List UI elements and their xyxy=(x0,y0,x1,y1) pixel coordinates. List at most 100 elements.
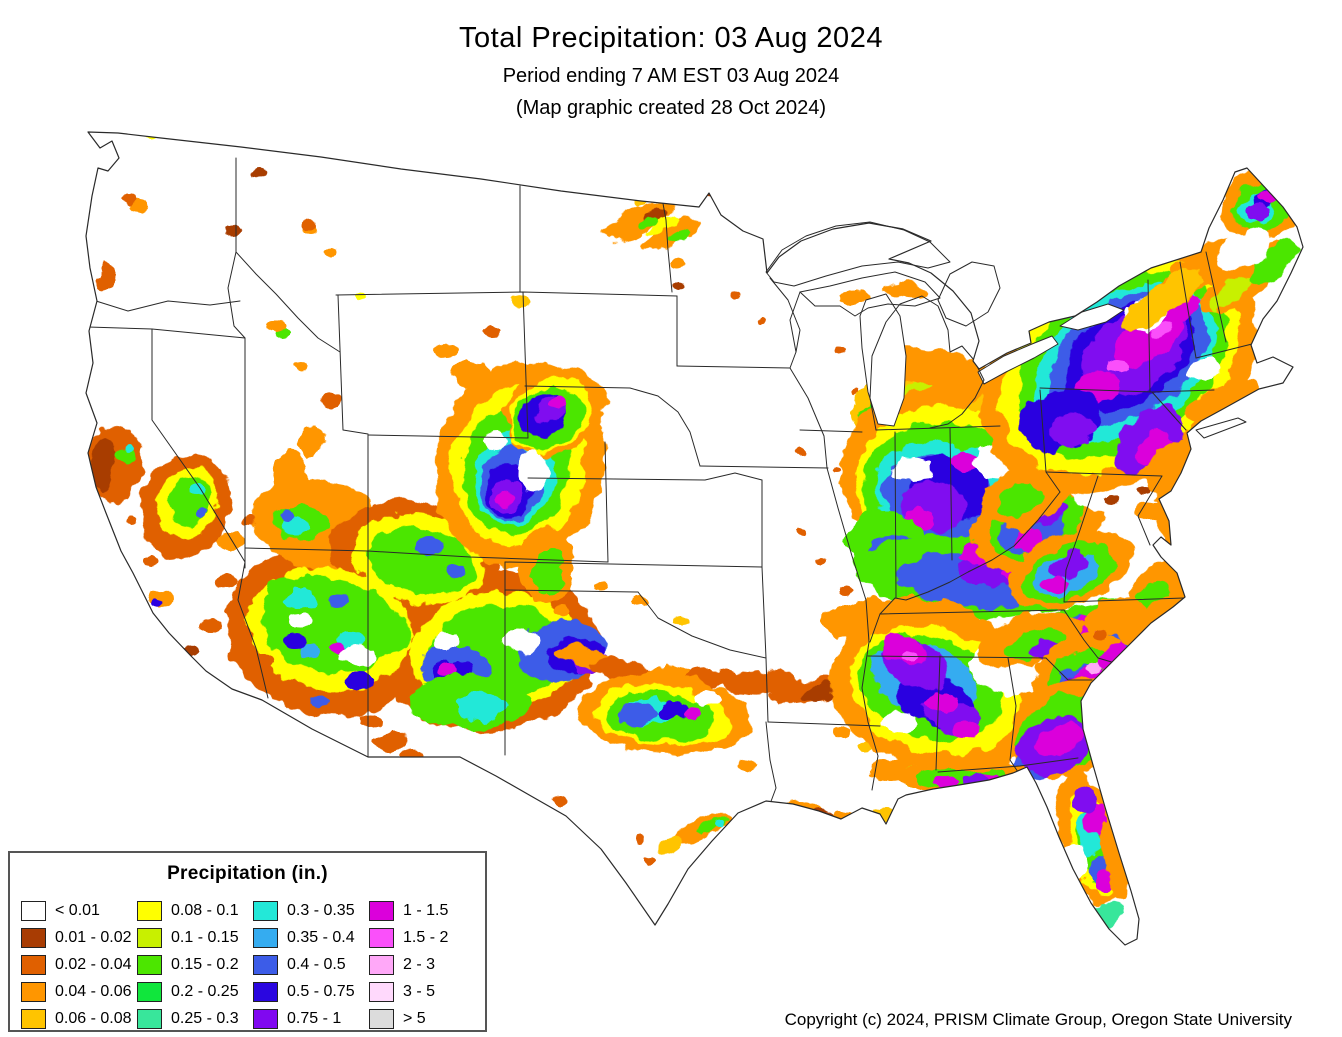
precip-region xyxy=(300,644,320,658)
legend-color-swatch xyxy=(369,954,394,975)
precip-region xyxy=(1073,786,1097,814)
precip-region xyxy=(1079,932,1093,940)
legend-item: 0.2 - 0.25 xyxy=(137,978,253,1005)
legend-item: 0.06 - 0.08 xyxy=(21,1005,137,1032)
precip-region xyxy=(509,829,541,849)
precip-region xyxy=(92,158,100,164)
legend-color-swatch xyxy=(21,1008,46,1029)
precip-region xyxy=(1041,577,1069,593)
legend-color-swatch xyxy=(137,927,162,948)
precip-region xyxy=(590,658,650,680)
legend-range-label: 0.3 - 0.35 xyxy=(287,901,355,919)
lake-superior xyxy=(765,221,951,287)
legend-range-label: 0.01 - 0.02 xyxy=(55,928,132,946)
precip-region xyxy=(644,856,656,864)
precip-region xyxy=(1088,937,1100,943)
legend-range-label: 0.4 - 0.5 xyxy=(287,955,346,973)
precip-region xyxy=(858,741,874,751)
precip-region xyxy=(325,249,337,257)
precip-region xyxy=(359,714,383,728)
legend-item: 0.1 - 0.15 xyxy=(137,924,253,951)
precip-region xyxy=(1052,551,1092,579)
precip-region xyxy=(736,760,756,772)
precip-region xyxy=(673,282,685,290)
precip-region xyxy=(199,619,223,633)
precipitation-legend: Precipitation (in.) < 0.01 0.01 - 0.02 0.0… xyxy=(8,851,487,1032)
legend-item: 0.01 - 0.02 xyxy=(21,924,137,951)
precip-region xyxy=(338,644,374,668)
precip-region xyxy=(656,701,688,719)
precip-region xyxy=(1217,228,1273,272)
precip-region xyxy=(195,508,207,518)
precip-region xyxy=(1250,240,1300,284)
precip-region xyxy=(1108,360,1128,372)
precip-region xyxy=(534,548,564,594)
precip-region xyxy=(553,606,569,616)
precip-region xyxy=(872,808,900,822)
legend-color-swatch xyxy=(137,981,162,1002)
legend-range-label: 3 - 5 xyxy=(403,982,436,1000)
precip-region xyxy=(484,431,508,451)
precip-region xyxy=(644,216,678,236)
precip-region xyxy=(283,633,307,649)
precip-region xyxy=(644,216,700,250)
precip-region xyxy=(496,490,514,508)
legend-color-swatch xyxy=(137,900,162,921)
legend-color-swatch xyxy=(21,981,46,1002)
legend-color-swatch xyxy=(21,954,46,975)
precip-region xyxy=(1119,594,1185,646)
legend-item: 0.4 - 0.5 xyxy=(253,951,369,978)
legend-color-swatch xyxy=(369,927,394,948)
precip-region xyxy=(225,225,241,237)
precip-region xyxy=(98,261,114,291)
legend-item: 0.15 - 0.2 xyxy=(137,951,253,978)
legend-item: 1.5 - 2 xyxy=(369,924,485,951)
legend-item: 1 - 1.5 xyxy=(369,897,485,924)
copyright-text: Copyright (c) 2024, PRISM Climate Group,… xyxy=(784,1010,1292,1029)
precip-region xyxy=(1092,630,1108,640)
precip-region xyxy=(56,283,68,299)
legend-color-swatch xyxy=(253,981,278,1002)
legend-item: 0.75 - 1 xyxy=(253,1005,369,1032)
precip-region xyxy=(355,292,367,300)
legend-item: < 0.01 xyxy=(21,897,137,924)
precip-region xyxy=(416,537,444,555)
precip-region xyxy=(1035,723,1085,757)
precip-region xyxy=(455,692,505,720)
precip-region xyxy=(1246,204,1270,220)
legend-column: 0.08 - 0.1 0.1 - 0.15 0.15 - 0.2 0.2 - 0.25… xyxy=(137,897,253,1032)
legend-column: 0.3 - 0.35 0.35 - 0.4 0.4 - 0.5 0.5 - 0.75 0… xyxy=(253,897,369,1032)
lake-michigan xyxy=(859,293,907,427)
precip-region xyxy=(1086,663,1102,673)
precip-region xyxy=(310,694,330,708)
legend-item: 0.08 - 0.1 xyxy=(137,897,253,924)
legend-range-label: 0.2 - 0.25 xyxy=(171,982,239,1000)
precip-region xyxy=(715,819,725,827)
precip-region xyxy=(294,362,308,370)
precip-region xyxy=(657,836,683,856)
precip-region xyxy=(757,318,765,324)
precip-region xyxy=(882,710,918,734)
precip-region xyxy=(616,703,656,725)
precip-region xyxy=(684,708,702,720)
precip-region xyxy=(214,574,238,588)
legend-item: 2 - 3 xyxy=(369,951,485,978)
precip-region xyxy=(92,438,114,494)
precip-region xyxy=(280,510,296,522)
precip-region xyxy=(796,527,806,535)
precip-region xyxy=(672,616,690,626)
legend-title: Precipitation (in.) xyxy=(167,863,328,884)
legend-item: 0.5 - 0.75 xyxy=(253,978,369,1005)
precip-region xyxy=(367,526,475,596)
precip-region xyxy=(638,216,658,230)
precip-region xyxy=(1120,269,1204,331)
legend-range-label: 1.5 - 2 xyxy=(403,928,449,946)
precip-region xyxy=(850,814,870,826)
precip-region xyxy=(122,194,136,204)
legend-color-swatch xyxy=(253,927,278,948)
precipitation-raster-layer xyxy=(56,132,1303,943)
precip-region xyxy=(926,692,958,712)
precip-region xyxy=(670,258,684,268)
